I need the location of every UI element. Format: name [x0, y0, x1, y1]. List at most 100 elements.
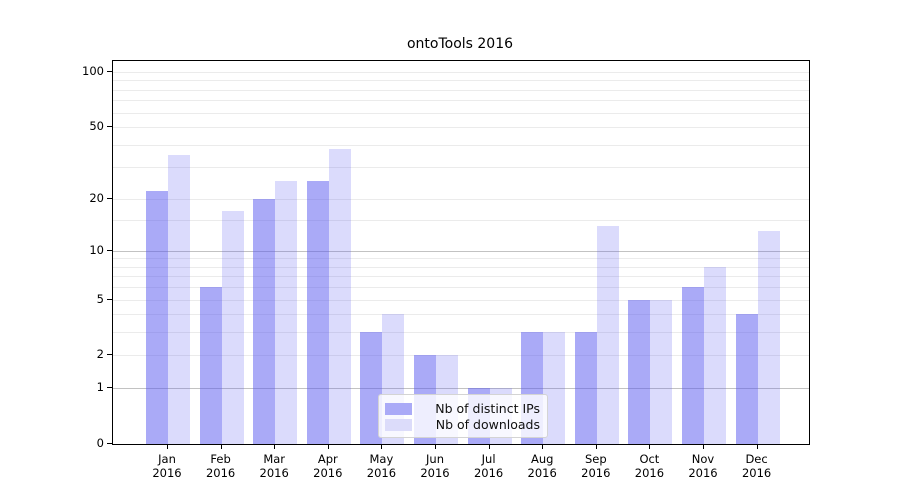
gridline-15 [113, 220, 809, 222]
legend-item-distinct-ips: Nb of distinct IPs [385, 401, 540, 416]
x-label-month: Oct [639, 452, 660, 466]
x-label-year: 2016 [420, 466, 450, 480]
y-tick-label-50: 50 [89, 118, 104, 133]
gridline-3 [113, 332, 809, 334]
legend: Nb of distinct IPs Nb of downloads [378, 394, 548, 438]
x-label-jan: Jan 2016 [152, 452, 181, 480]
gridline-9 [113, 258, 809, 260]
y-tick-label-1: 1 [96, 380, 104, 395]
bar-sep-downloads [596, 225, 619, 444]
bar-feb-downloads [221, 210, 244, 444]
x-label-mar: Mar 2016 [260, 452, 289, 480]
x-label-feb: Feb 2016 [206, 452, 235, 480]
bar-nov-downloads [704, 266, 726, 444]
x-label-nov: Nov 2016 [688, 452, 717, 480]
legend-label-downloads: Nb of downloads [435, 417, 540, 432]
bar-mar-distinct-ips [253, 198, 276, 444]
x-label-sep: Sep 2016 [581, 452, 610, 480]
x-tick-mark-feb [220, 444, 222, 449]
y-tick-mark-20 [107, 197, 112, 199]
gridline-30 [113, 167, 809, 169]
gridline-60 [113, 112, 809, 114]
x-label-month: Nov [691, 452, 715, 466]
legend-swatch-downloads [385, 418, 412, 431]
y-tick-label-10: 10 [89, 242, 104, 257]
x-label-month: Jul [481, 452, 496, 466]
gridline-70 [113, 100, 809, 102]
x-label-year: 2016 [634, 466, 665, 480]
x-tick-mark-sep [595, 444, 597, 449]
x-label-year: 2016 [473, 466, 504, 480]
y-tick-mark-1 [107, 387, 112, 389]
x-tick-mark-jul [488, 444, 490, 449]
x-label-aug: Aug 2016 [528, 452, 557, 480]
x-label-year: 2016 [313, 466, 343, 480]
legend-item-downloads: Nb of downloads [385, 417, 540, 432]
y-tick-label-2: 2 [96, 347, 104, 362]
x-label-dec: Dec 2016 [742, 452, 771, 480]
gridline-5 [113, 299, 809, 301]
bar-may-distinct-ips [360, 332, 383, 444]
gridline-10 [113, 250, 809, 252]
y-axis: 100 50 20 10 5 2 1 0 [0, 60, 112, 450]
gridline-6 [113, 287, 809, 289]
gridline-90 [113, 80, 809, 82]
x-tick-mark-dec [756, 444, 758, 449]
x-label-month: Mar [263, 452, 286, 466]
bar-jan-distinct-ips [146, 191, 168, 444]
gridline-7 [113, 276, 809, 278]
x-label-month: Jun [426, 452, 444, 466]
x-label-may: May 2016 [367, 452, 396, 480]
x-tick-mark-nov [703, 444, 704, 449]
x-label-month: May [369, 452, 394, 466]
x-label-year: 2016 [205, 466, 236, 480]
y-tick-label-20: 20 [89, 190, 104, 205]
legend-label-distinct-ips: Nb of distinct IPs [435, 401, 540, 416]
bar-feb-distinct-ips [199, 287, 222, 444]
x-tick-mark-mar [274, 444, 276, 449]
x-label-year: 2016 [152, 466, 182, 480]
gridline-40 [113, 144, 809, 146]
y-tick-mark-100 [107, 70, 112, 72]
bar-apr-distinct-ips [306, 181, 329, 444]
x-tick-mark-aug [542, 444, 544, 449]
x-axis: Jan 2016 Feb 2016 Mar 2016 Apr 2016 May 2016 Jun 20… [112, 444, 808, 494]
y-tick-mark-50 [107, 125, 112, 127]
bar-jan-downloads [168, 155, 190, 444]
y-tick-mark-2 [107, 354, 112, 356]
bars-layer [113, 61, 809, 444]
gridline-8 [113, 266, 809, 268]
x-label-month: Feb [210, 452, 231, 466]
x-label-month: Apr [317, 452, 338, 466]
x-label-month: Aug [530, 452, 554, 466]
x-label-month: Jan [158, 452, 176, 466]
bar-dec-downloads [757, 231, 780, 444]
bar-apr-downloads [328, 148, 351, 444]
bar-aug-downloads [543, 332, 566, 444]
x-label-year: 2016 [688, 466, 718, 480]
y-tick-label-0: 0 [96, 436, 104, 450]
gridline-50 [113, 126, 809, 128]
gridline-80 [113, 89, 809, 91]
bar-mar-downloads [275, 181, 298, 444]
x-label-jun: Jun 2016 [420, 452, 449, 480]
x-label-month: Sep [584, 452, 607, 466]
legend-swatch-distinct-ips [385, 402, 412, 415]
gridlines-layer [113, 61, 809, 444]
chart-title: ontoTools 2016 [406, 36, 514, 52]
plot-area: Nb of distinct IPs Nb of downloads [112, 60, 810, 445]
gridline-4 [113, 314, 809, 316]
x-label-oct: Oct 2016 [635, 452, 664, 480]
x-label-apr: Apr 2016 [313, 452, 342, 480]
x-label-year: 2016 [527, 466, 557, 480]
gridline-1 [113, 388, 809, 390]
x-label-jul: Jul 2016 [474, 452, 503, 480]
bar-oct-distinct-ips [628, 299, 651, 444]
x-tick-mark-jan [167, 444, 168, 449]
gridline-100 [113, 71, 809, 73]
x-label-month: Dec [745, 452, 768, 466]
bar-dec-distinct-ips [735, 314, 758, 444]
y-tick-label-100: 100 [82, 63, 104, 78]
x-label-year: 2016 [581, 466, 611, 480]
